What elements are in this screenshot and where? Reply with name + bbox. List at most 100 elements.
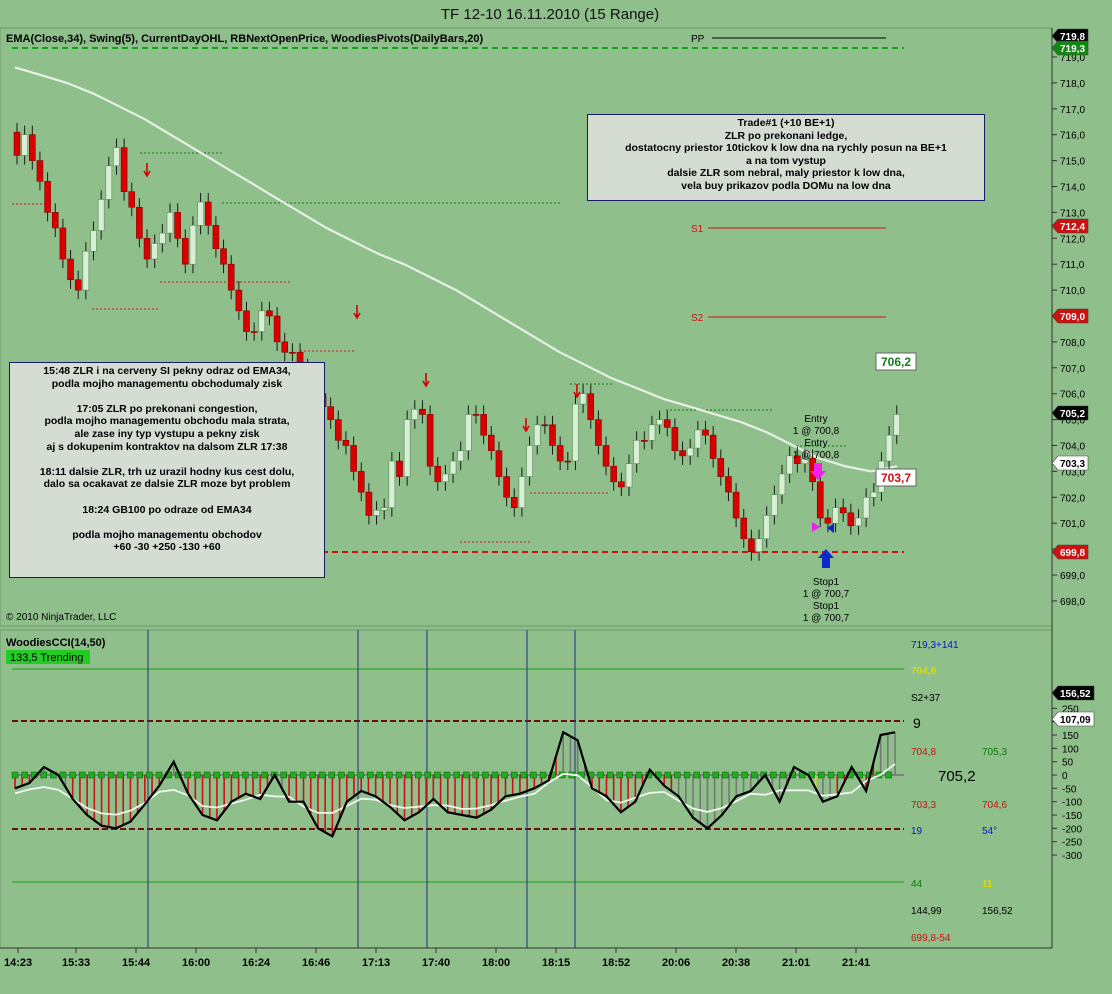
price-tick-label: 704,0 [1060, 442, 1085, 453]
price-tick-label: 702,0 [1060, 493, 1085, 504]
bear-candle [128, 191, 136, 208]
price-tick-label: 717,0 [1060, 105, 1085, 116]
svg-text:107,09: 107,09 [1060, 715, 1091, 726]
stop-fill-marker-icon [827, 523, 834, 533]
cci-zero-marker [616, 771, 624, 779]
bull-candle [151, 243, 158, 260]
cci-info-c2: 54° [982, 826, 997, 837]
cci-info-d2: 11 [982, 879, 993, 890]
bear-candle [67, 258, 74, 281]
cci-zero-marker [434, 771, 441, 779]
bear-candle [595, 419, 602, 446]
price-tick-label: 718,0 [1060, 79, 1085, 90]
cci-zero-marker [702, 771, 710, 779]
price-badge: 699,8 [1051, 544, 1089, 560]
bear-candle [74, 279, 82, 291]
bull-candle [449, 460, 457, 475]
bear-candle [487, 434, 495, 451]
time-tick-label: 16:46 [302, 957, 330, 969]
cci-badges: 156,52 107,09 [1051, 685, 1095, 727]
bear-candle [342, 440, 350, 446]
bull-candle [778, 473, 786, 496]
bear-candle [472, 414, 480, 416]
bull-candle [855, 517, 862, 527]
cci-zero-marker [635, 771, 643, 779]
cci-zero-marker [222, 771, 230, 779]
stop-label-1: Stop1 [813, 577, 840, 588]
cci-zero-marker [482, 771, 489, 779]
time-tick-label: 16:24 [242, 957, 271, 969]
bear-candle [357, 471, 365, 493]
bear-candle [13, 131, 21, 156]
cci-tick-label: -100 [1062, 798, 1082, 809]
price-tick-label: 705,0 [1060, 416, 1085, 427]
bear-candle [136, 206, 143, 239]
cci-zero-marker [520, 771, 528, 779]
bull-candle [572, 403, 579, 462]
cci-zero-marker [779, 771, 787, 779]
entry-label-2: Entry [804, 438, 827, 449]
bear-candle [725, 476, 732, 493]
cci-zero-marker [722, 771, 729, 779]
bull-candle [189, 225, 197, 265]
svg-text:703,3: 703,3 [1060, 459, 1085, 470]
cci-zero-marker [606, 771, 614, 779]
time-tick-label: 20:06 [662, 957, 690, 969]
cci-zero-marker [674, 771, 681, 779]
stop-qty-1: 1 @ 700,7 [803, 589, 850, 600]
cci-zero-marker [885, 771, 892, 779]
bull-candle [870, 491, 878, 498]
entry-label-1: Entry [804, 414, 827, 425]
bear-candle [243, 310, 250, 332]
cci-zero-marker [290, 771, 297, 779]
bull-candle [694, 429, 702, 449]
bear-candle [732, 491, 740, 519]
cci-tick-label: 0 [1062, 771, 1068, 782]
stop-qty-2: 1 @ 700,7 [803, 613, 850, 624]
price-tick-label: 698,0 [1060, 597, 1085, 608]
cci-zero-marker [376, 771, 384, 779]
bull-candle [465, 414, 472, 451]
cci-info-a1: 704,8 [911, 747, 936, 758]
swing-arrow-icon [422, 373, 430, 388]
bear-candle [602, 445, 610, 467]
copyright: © 2010 NinjaTrader, LLC [6, 612, 116, 623]
cci-zero-marker [530, 771, 537, 779]
cci-zero-marker [194, 771, 201, 779]
cci-tick-label: -50 [1062, 784, 1077, 795]
bull-candle [97, 199, 105, 231]
cci-zero-marker [770, 771, 777, 779]
bull-candle [442, 473, 449, 483]
cci-zero-marker [366, 771, 374, 779]
bull-candle [166, 212, 174, 234]
cci-info-nine: 9 [913, 715, 921, 731]
bear-candle [235, 289, 243, 312]
indicators-label: EMA(Close,34), Swing(5), CurrentDayOHL, … [6, 33, 484, 45]
cci-badge: 107,09 [1051, 711, 1095, 727]
time-tick-label: 21:41 [842, 957, 870, 969]
cci-zero-marker [309, 771, 316, 779]
bear-candle [610, 465, 618, 483]
bear-candle [740, 517, 748, 540]
cci-info-c1: 19 [911, 826, 923, 837]
time-axis: 14:23 15:33 15:44 16:00 16:24 16:46 17:13 17:40… [4, 948, 870, 969]
bull-candle [786, 455, 793, 475]
bull-candle [197, 201, 204, 226]
cci-info-e1: 144,99 [911, 906, 942, 917]
entry-qty-2: 1 @ 700,8 [793, 450, 840, 461]
cci-zero-marker [414, 771, 422, 779]
cci-zero-marker [126, 771, 134, 779]
bear-candle [510, 496, 518, 508]
cci-histogram [14, 732, 896, 837]
cci-tick-label: -300 [1062, 851, 1082, 862]
bear-candle [663, 419, 671, 428]
pivot-s1-label: S1 [691, 224, 704, 235]
cci-zero-marker [338, 771, 345, 779]
bear-candle [212, 225, 220, 249]
bear-candle [618, 481, 625, 488]
bear-candle [250, 331, 258, 333]
cci-zero-marker [155, 771, 163, 779]
bull-candle [373, 509, 380, 516]
bull-candle [832, 507, 839, 524]
cci-zero-marker [472, 771, 480, 779]
